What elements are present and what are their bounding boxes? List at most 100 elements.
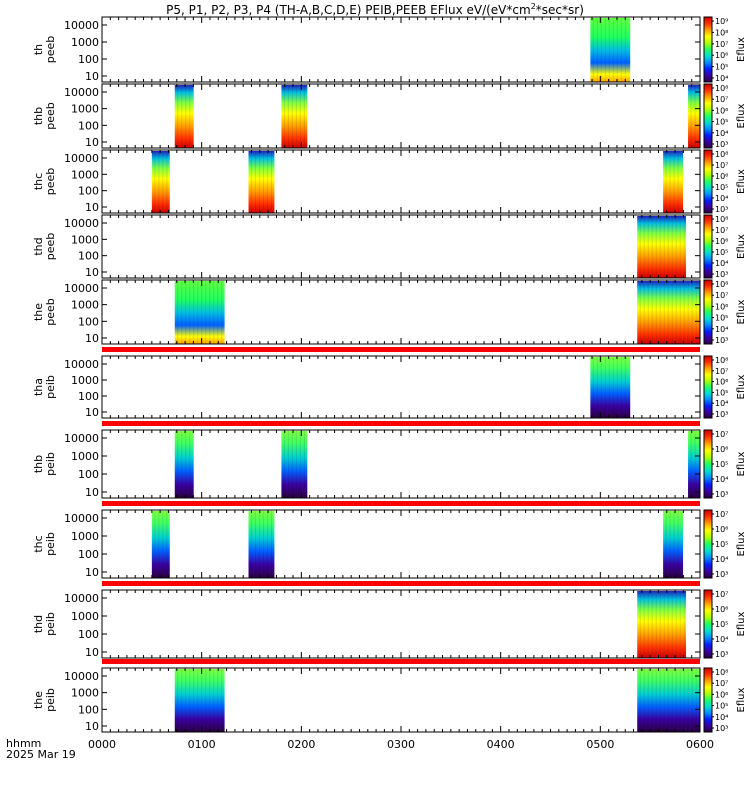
colorbar-label: Eflux (736, 234, 747, 259)
y-axis-label: thcpeib (32, 532, 57, 556)
y-tick-label: 100 (78, 119, 99, 132)
colorbar-tick-label: 10⁷ (715, 430, 728, 439)
colorbar-tick-label: 10⁵ (715, 183, 728, 192)
y-tick-label: 10 (85, 566, 99, 579)
colorbar-tick-label: 10³ (715, 490, 728, 499)
spectrogram-block (248, 151, 275, 213)
spectrogram-block (590, 357, 631, 418)
colorbar-label: Eflux (736, 299, 747, 324)
spectrogram-block (590, 18, 631, 82)
y-tick-label: 10 (85, 486, 99, 499)
colorbar-tick-label: 10⁶ (715, 237, 728, 246)
y-tick-label: 10 (85, 70, 99, 83)
panel-frame (101, 214, 701, 279)
spectrogram-block (174, 85, 194, 148)
colorbar-tick-label: 10⁷ (715, 590, 728, 599)
colorbar-label: Eflux (736, 687, 747, 712)
colorbar-tick-label: 10⁶ (715, 378, 728, 387)
spectrogram-block (174, 669, 225, 732)
panel-thb-peib: 10 100 1000 10000 thbpeib 10³ 10⁴ 10⁵ 10⁶ 10⁷ Eflu… (32, 421, 747, 499)
colorbar-tick-label: 10³ (715, 205, 728, 214)
colorbar-tick-label: 10⁹ (715, 17, 728, 26)
y-axis-label-line: peeb (44, 233, 57, 261)
colorbar-tick-label: 10⁷ (715, 367, 728, 376)
colorbar-tick-label: 10⁶ (715, 172, 728, 181)
spectrogram-block (688, 431, 700, 498)
colorbar-tick-label: 10⁴ (715, 259, 728, 268)
spectrogram-block (174, 281, 225, 344)
y-tick-label: 1000 (71, 36, 99, 49)
colorbar-tick-label: 10⁴ (715, 475, 728, 484)
y-tick-label: 1000 (71, 450, 99, 463)
spectrogram-block (151, 511, 170, 578)
y-axis-label-line: peib (44, 375, 57, 399)
y-tick-label: 1000 (71, 299, 99, 312)
colorbar-tick-label: 10⁴ (715, 555, 728, 564)
red-separator-bar (102, 659, 700, 664)
y-tick-label: 10 (85, 266, 99, 279)
colorbar-tick-label: 10⁴ (715, 713, 728, 722)
colorbar-tick-label: 10⁶ (715, 605, 728, 614)
y-tick-label: 1000 (71, 687, 99, 700)
spectrogram-block (663, 511, 684, 578)
y-tick-label: 100 (78, 185, 99, 198)
red-separator-bar (102, 581, 700, 586)
y-tick-label: 10 (85, 406, 99, 419)
y-tick-label: 100 (78, 315, 99, 328)
colorbar (703, 214, 713, 279)
colorbar-tick-label: 10⁴ (715, 129, 728, 138)
x-axis: 0000 0100 0200 0300 0400 0500 0600 (88, 738, 714, 751)
spectrogram-block (688, 85, 700, 148)
y-tick-label: 10000 (64, 86, 99, 99)
spectrogram-block (281, 85, 308, 148)
x-tick-label: 0200 (287, 738, 315, 751)
colorbar-label: Eflux (736, 451, 747, 476)
colorbar-tick-label: 10⁶ (715, 106, 728, 115)
y-axis-label-line: thd (32, 237, 45, 255)
y-axis-label-line: peeb (44, 168, 57, 196)
colorbar (703, 279, 713, 345)
colorbar-tick-label: 10⁷ (715, 291, 728, 300)
x-tick-label: 0300 (387, 738, 415, 751)
x-tick-label: 0500 (586, 738, 614, 751)
y-axis-label-line: peeb (44, 298, 57, 326)
colorbar-tick-label: 10⁵ (715, 314, 728, 323)
y-axis-label: thepeeb (32, 298, 57, 326)
colorbar-tick-label: 10⁵ (715, 540, 728, 549)
colorbar-tick-label: 10⁸ (715, 280, 728, 289)
chart-title: P5, P1, P2, P3, P4 (TH-A,B,C,D,E) PEIB,P… (0, 2, 750, 17)
colorbar-tick-label: 10⁵ (715, 118, 728, 127)
y-axis-label: thdpeeb (32, 233, 57, 261)
y-tick-label: 100 (78, 548, 99, 561)
colorbar-label: Eflux (736, 611, 747, 636)
y-tick-label: 100 (78, 250, 99, 263)
y-tick-label: 10000 (64, 512, 99, 525)
colorbar-tick-label: 10⁴ (715, 194, 728, 203)
x-tick-label: 0000 (88, 738, 116, 751)
y-tick-label: 100 (78, 628, 99, 641)
colorbar-tick-label: 10⁵ (715, 63, 728, 72)
y-tick-label: 10000 (64, 358, 99, 371)
colorbar (703, 355, 713, 419)
chart-title-superscript: 2 (530, 2, 536, 11)
x-tick-label: 0400 (487, 738, 515, 751)
colorbar (703, 589, 713, 659)
y-axis-label: thepeib (32, 688, 57, 712)
colorbar-tick-label: 10⁷ (715, 161, 728, 170)
y-axis-label-line: the (32, 691, 45, 709)
panel-thb-peeb: 10 100 1000 10000 thbpeeb 10³ 10⁴ 10⁵ 10⁶ 10⁷ 10⁸ E… (32, 83, 747, 149)
y-axis-label-line: thc (32, 535, 45, 552)
y-tick-label: 10000 (64, 670, 99, 683)
y-axis-label: thapeib (32, 375, 57, 399)
y-tick-label: 10000 (64, 19, 99, 32)
time-format-label: hhmm (6, 737, 42, 750)
y-tick-label: 10 (85, 136, 99, 149)
colorbar-tick-label: 10⁵ (715, 460, 728, 469)
y-tick-label: 1000 (71, 530, 99, 543)
panel-the-peeb: 10 100 1000 10000 thepeeb 10³ 10⁴ 10⁵ 10⁶ 10⁷ 10⁸ E… (32, 279, 747, 345)
y-axis-label-line: peib (44, 452, 57, 476)
colorbar-tick-label: 10⁸ (715, 84, 728, 93)
y-axis-label-line: thd (32, 615, 45, 633)
colorbar-tick-label: 10⁴ (715, 74, 728, 83)
colorbar-tick-label: 10³ (715, 140, 728, 149)
